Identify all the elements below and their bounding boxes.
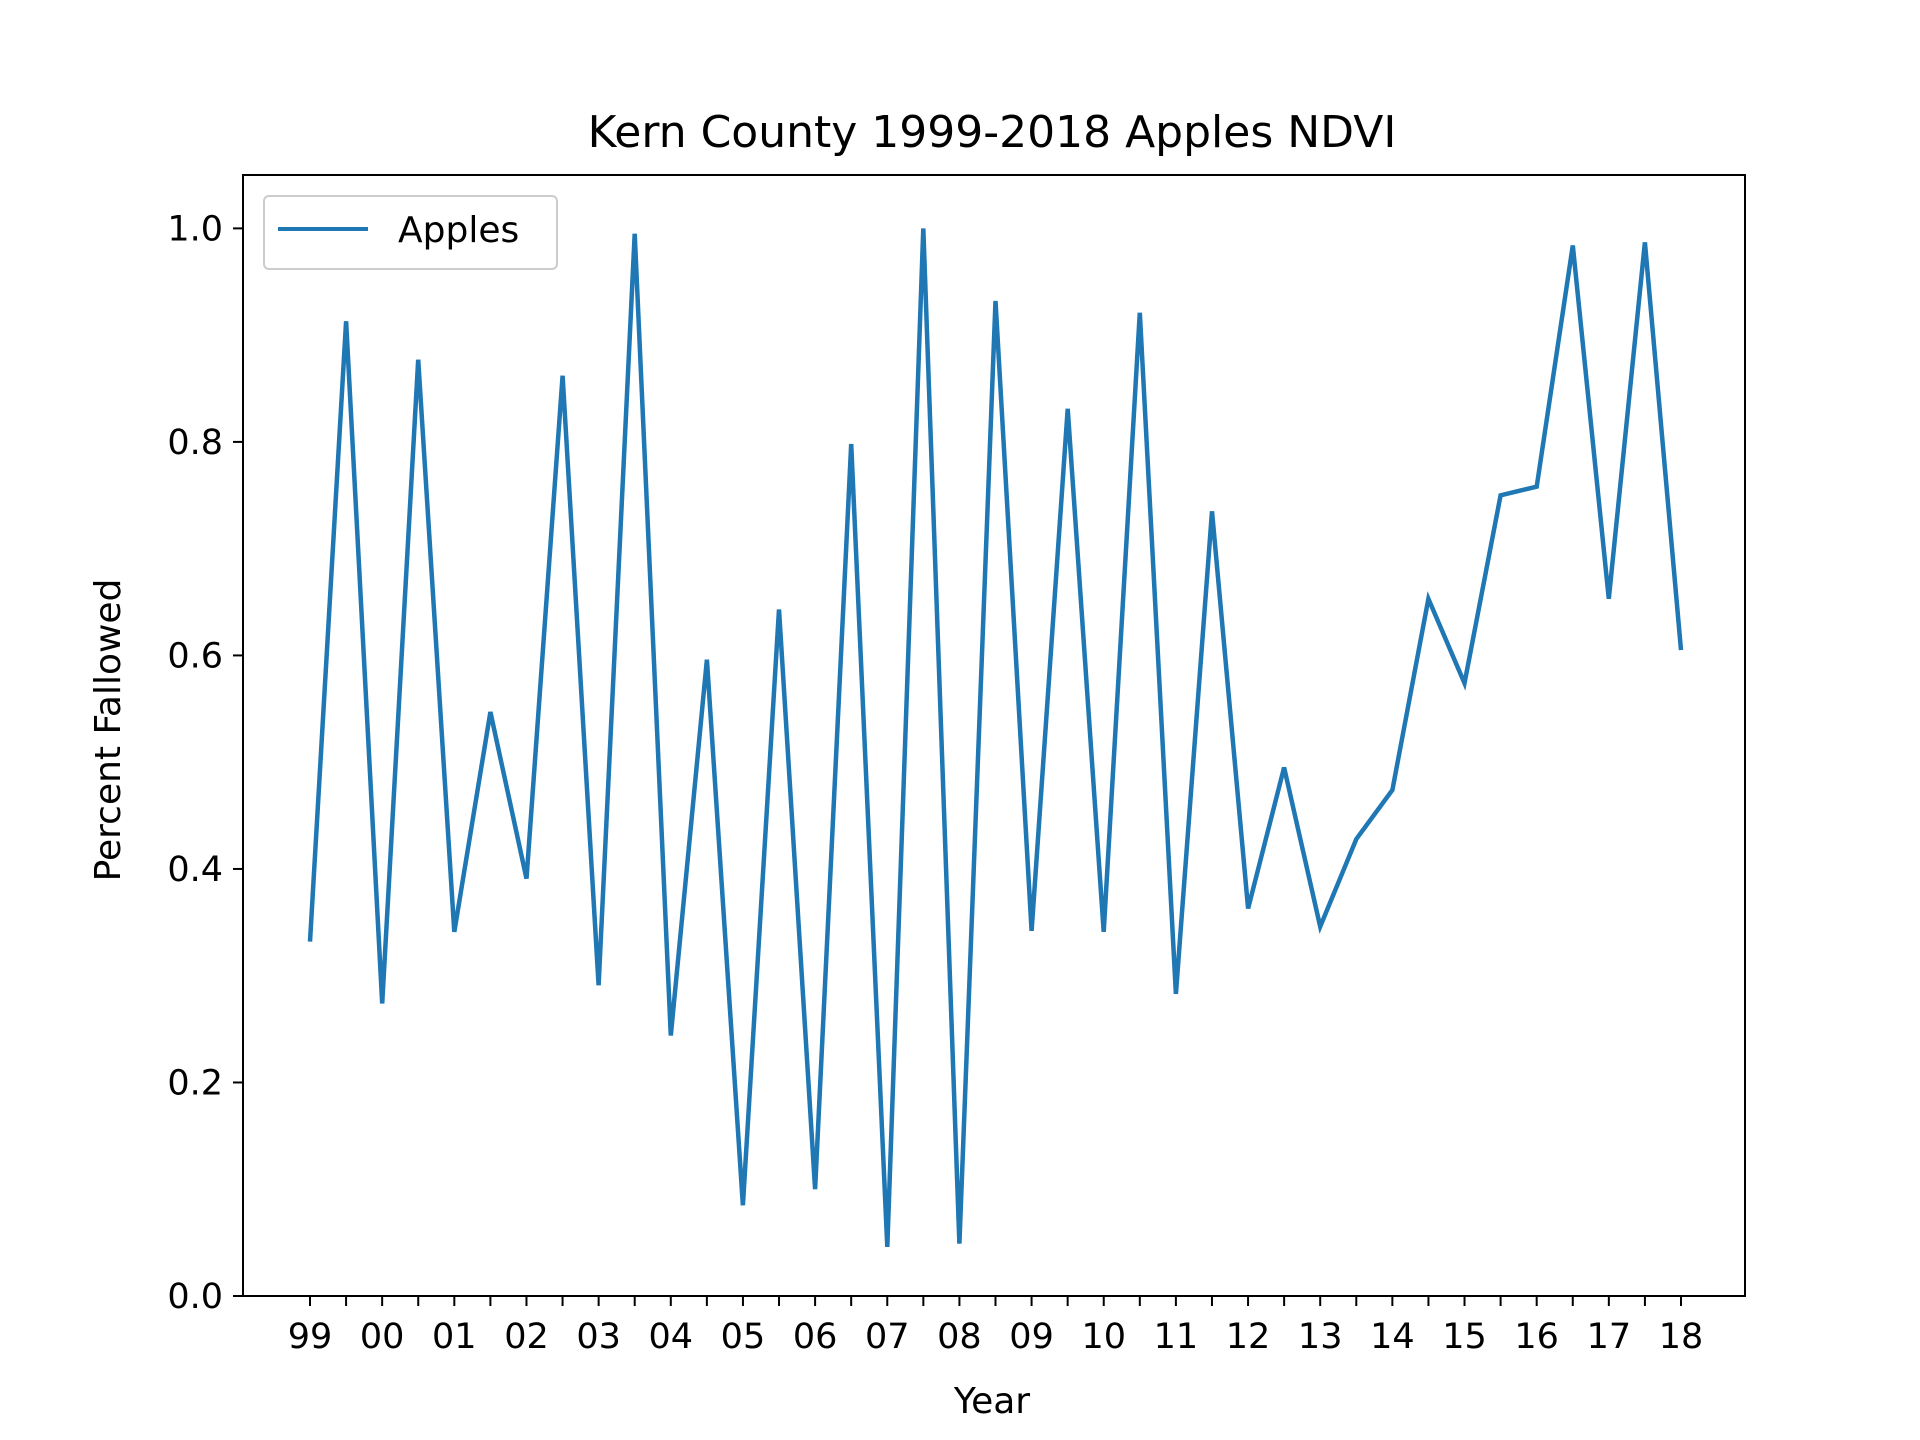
y-tick-label: 1.0 — [167, 209, 223, 249]
x-tick-label: 18 — [1659, 1317, 1704, 1357]
y-tick-label: 0.6 — [167, 636, 223, 676]
x-tick-label: 00 — [360, 1317, 405, 1357]
x-tick-label: 14 — [1370, 1317, 1415, 1357]
legend: Apples — [263, 195, 558, 270]
x-tick-label: 01 — [432, 1317, 477, 1357]
x-tick-label: 15 — [1442, 1317, 1487, 1357]
x-tick-label: 13 — [1298, 1317, 1343, 1357]
x-tick-label: 10 — [1081, 1317, 1126, 1357]
axes-frame — [242, 174, 1746, 1297]
x-tick-label: 02 — [504, 1317, 549, 1357]
x-tick-label: 04 — [649, 1317, 694, 1357]
x-tick-label: 11 — [1154, 1317, 1199, 1357]
legend-box — [263, 195, 558, 270]
x-tick-label: 99 — [288, 1317, 333, 1357]
plot-area: 0.0 0.2 0.4 0.6 0.8 1.0 99 00 01 02 03 04 05 06 07 08 09… — [167, 174, 1746, 1357]
legend-label-apples: Apples — [398, 210, 519, 251]
chart-title: Kern County 1999-2018 Apples NDVI — [588, 107, 1397, 158]
series-line-apples — [307, 228, 1684, 1248]
y-tick-label: 0.0 — [167, 1277, 223, 1317]
x-tick-label: 17 — [1587, 1317, 1632, 1357]
y-tick-label: 0.8 — [167, 423, 223, 463]
x-tick-label: 03 — [576, 1317, 621, 1357]
x-tick-label: 06 — [793, 1317, 838, 1357]
y-tick-label: 0.2 — [167, 1063, 223, 1103]
x-tick-label: 09 — [1009, 1317, 1054, 1357]
x-tick-label: 07 — [865, 1317, 910, 1357]
x-tick-label: 12 — [1226, 1317, 1271, 1357]
y-tick-label: 0.4 — [167, 850, 223, 890]
x-tick-label: 08 — [937, 1317, 982, 1357]
x-tick-label: 05 — [721, 1317, 766, 1357]
x-tick-label: 16 — [1514, 1317, 1559, 1357]
x-axis-title: Year — [953, 1381, 1030, 1422]
y-axis-title: Percent Fallowed — [88, 579, 129, 882]
